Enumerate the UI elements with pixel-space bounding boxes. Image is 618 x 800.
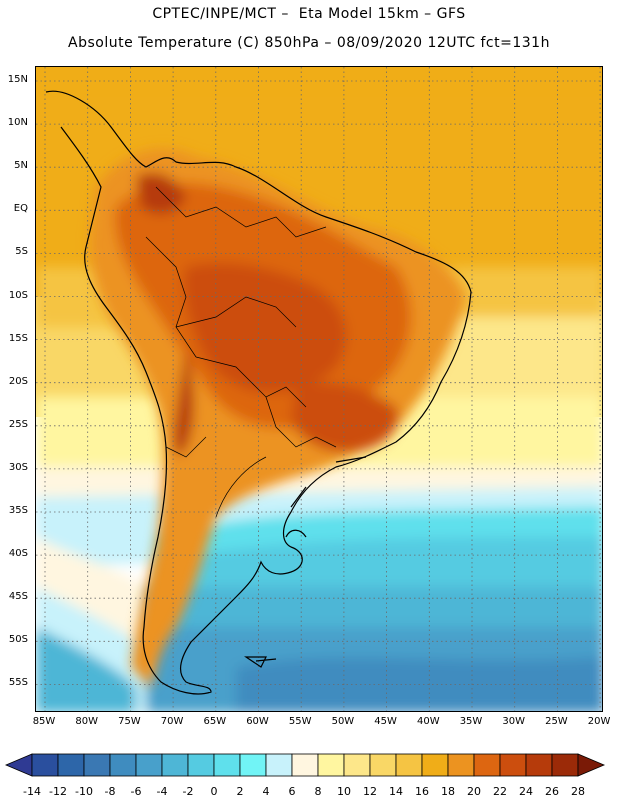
latitude-label: 45S bbox=[8, 591, 28, 603]
longitude-label: 55W bbox=[288, 716, 312, 727]
graticule bbox=[36, 67, 602, 711]
colorbar-swatch bbox=[317, 753, 345, 777]
colorbar-swatch bbox=[239, 753, 267, 777]
longitude-label: 85W bbox=[32, 716, 56, 727]
colorbar-tick-label: -12 bbox=[49, 785, 67, 798]
colorbar-swatch bbox=[265, 753, 293, 777]
colorbar-tick-label: 0 bbox=[210, 785, 218, 798]
longitude-label: 75W bbox=[118, 716, 141, 727]
colorbar-swatch bbox=[57, 753, 85, 777]
latitude-label: 15S bbox=[8, 332, 28, 344]
latitude-label: 55S bbox=[8, 677, 28, 689]
colorbar-tick-label: 28 bbox=[571, 785, 585, 798]
colorbar-arrow-right bbox=[577, 753, 606, 777]
colorbar-swatch bbox=[421, 753, 449, 777]
latitude-label: EQ bbox=[13, 203, 28, 215]
latitude-label: 10N bbox=[7, 117, 28, 129]
colorbar-swatch bbox=[213, 753, 241, 777]
colorbar-swatch bbox=[135, 753, 163, 777]
latitude-label: 5S bbox=[15, 246, 28, 258]
temperature-field bbox=[36, 67, 602, 711]
latitude-label: 40S bbox=[8, 548, 28, 560]
temperature-map[interactable] bbox=[35, 66, 603, 712]
colorbar-tick-label: 18 bbox=[441, 785, 455, 798]
colorbar-tick-label: -8 bbox=[104, 785, 116, 798]
longitude-label: 45W bbox=[374, 716, 397, 727]
colorbar-tick-label: 20 bbox=[467, 785, 481, 798]
colorbar-arrow-left bbox=[4, 753, 33, 777]
colorbar-tick-label: -2 bbox=[182, 785, 194, 798]
colorbar-swatch bbox=[369, 753, 397, 777]
colorbar-swatch bbox=[395, 753, 423, 777]
latitude-label: 25S bbox=[8, 418, 28, 430]
longitude-label: 65W bbox=[203, 716, 227, 727]
longitude-label: 30W bbox=[502, 716, 525, 727]
map-title-line2: Absolute Temperature (C) 850hPa – 08/09/… bbox=[68, 35, 550, 51]
latitude-label: 15N bbox=[7, 74, 28, 85]
colorbar-tick-label: 4 bbox=[262, 785, 270, 798]
colorbar-swatch bbox=[447, 753, 475, 777]
colorbar-tick-label: -4 bbox=[156, 785, 168, 798]
colorbar-swatch bbox=[343, 753, 371, 777]
longitude-label: 20W bbox=[587, 716, 611, 727]
colorbar-swatch bbox=[83, 753, 111, 777]
colorbar-tick-label: 16 bbox=[415, 785, 429, 798]
latitude-label: 10S bbox=[8, 289, 28, 301]
longitude-label: 70W bbox=[160, 716, 184, 727]
longitude-label: 80W bbox=[75, 716, 98, 727]
colorbar-tick-label: -14 bbox=[23, 785, 41, 798]
latitude-label: 30S bbox=[8, 461, 28, 473]
colorbar-tick-label: 12 bbox=[363, 785, 377, 798]
colorbar-tick-label: 26 bbox=[545, 785, 559, 798]
latitude-label: 20S bbox=[8, 375, 28, 387]
colorbar-swatch bbox=[161, 753, 189, 777]
colorbar-swatch bbox=[31, 753, 59, 777]
colorbar-swatch bbox=[525, 753, 553, 777]
colorbar-swatch bbox=[187, 753, 215, 777]
colorbar-tick-label: 2 bbox=[236, 785, 244, 798]
longitude-label: 60W bbox=[246, 716, 269, 727]
colorbar-tick-label: 24 bbox=[519, 785, 533, 798]
coastline bbox=[45, 90, 472, 695]
longitude-label: 25W bbox=[545, 716, 568, 727]
colorbar-swatch bbox=[109, 753, 137, 777]
map-title-line1: CPTEC/INPE/MCT – Eta Model 15km – GFS bbox=[152, 6, 466, 22]
country-borders bbox=[145, 186, 337, 518]
colorbar-tick-label: -6 bbox=[130, 785, 142, 798]
temperature-colorbar bbox=[4, 753, 606, 777]
longitude-label: 35W bbox=[459, 716, 483, 727]
latitude-label: 5N bbox=[14, 160, 28, 172]
colorbar-swatch bbox=[499, 753, 527, 777]
latitude-label: 50S bbox=[8, 634, 28, 646]
colorbar-tick-label: -10 bbox=[75, 785, 93, 798]
colorbar-tick-label: 22 bbox=[493, 785, 507, 798]
latitude-label: 35S bbox=[8, 505, 28, 516]
colorbar-swatch bbox=[473, 753, 501, 777]
colorbar-swatch bbox=[291, 753, 319, 777]
longitude-label: 40W bbox=[416, 716, 440, 727]
colorbar-tick-label: 8 bbox=[314, 785, 322, 798]
colorbar-tick-label: 6 bbox=[288, 785, 296, 798]
colorbar-tick-label: 10 bbox=[337, 785, 351, 798]
colorbar-swatch bbox=[551, 753, 579, 777]
colorbar-tick-label: 14 bbox=[389, 785, 403, 798]
longitude-label: 50W bbox=[331, 716, 355, 727]
